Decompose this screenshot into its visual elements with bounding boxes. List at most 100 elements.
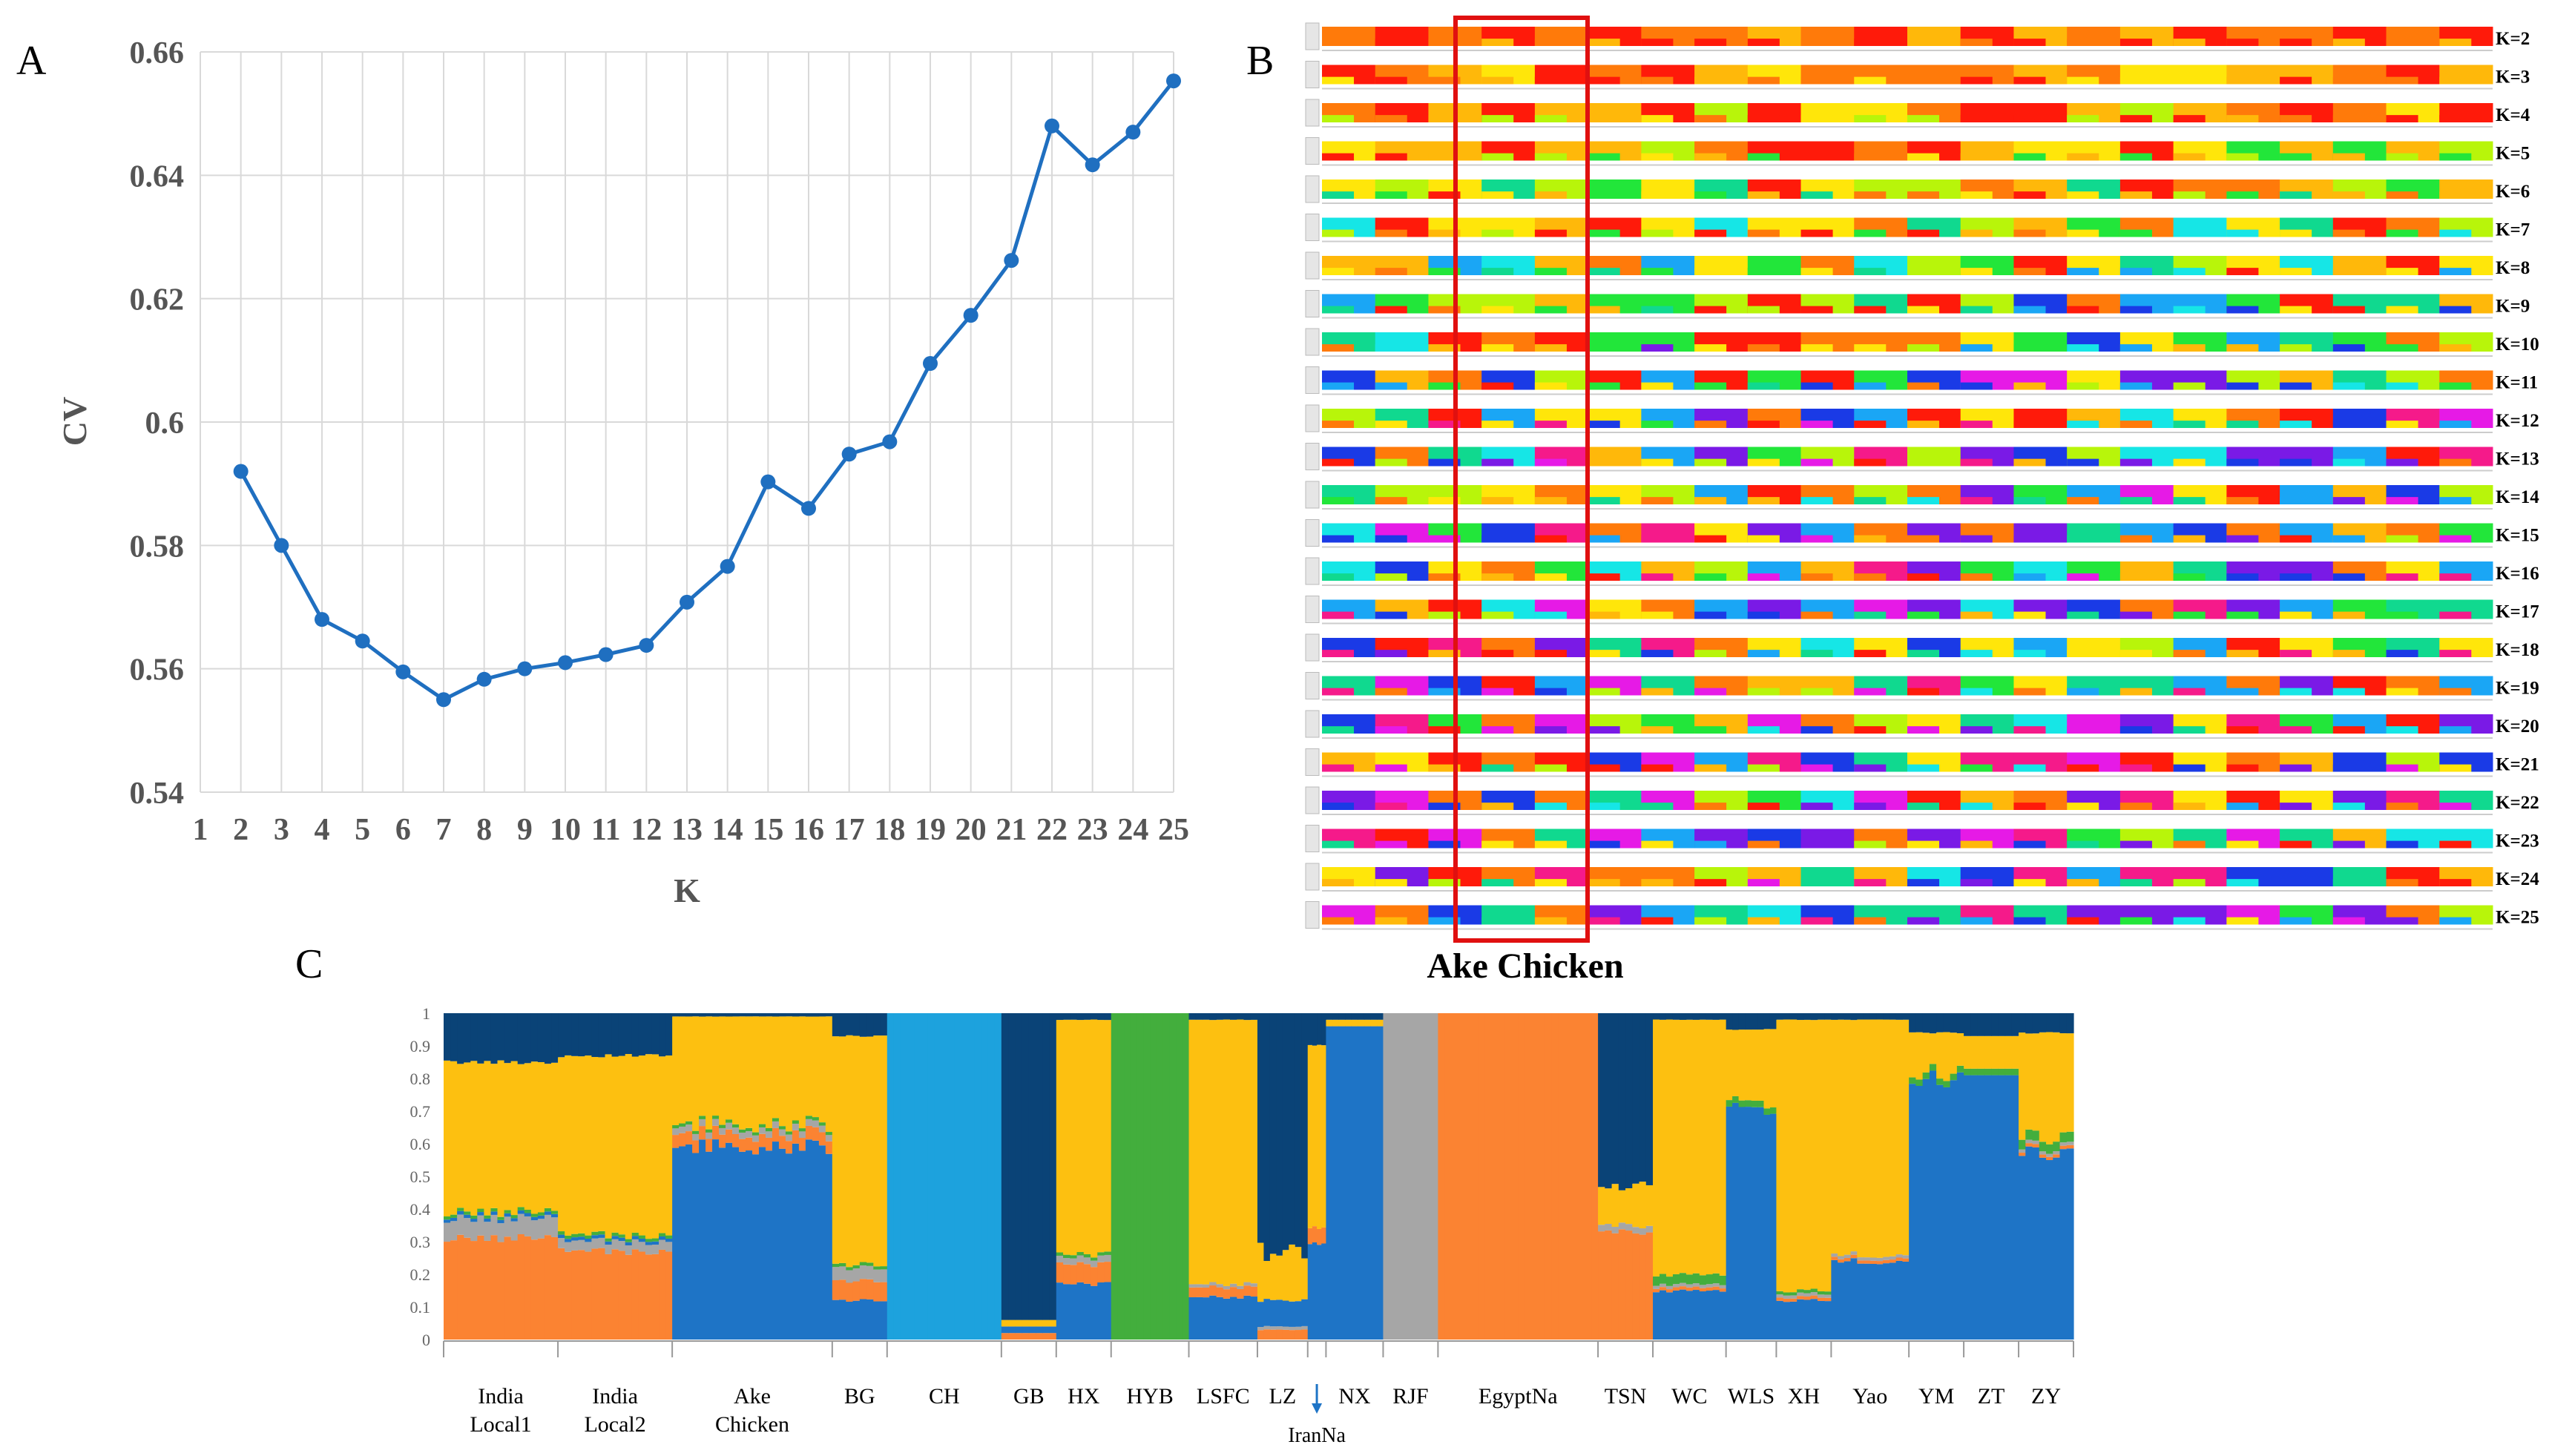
structure-subsegment: [1960, 382, 1993, 390]
structure-subsegment: [1907, 917, 1940, 925]
ancestry-segment-gray: [504, 1216, 512, 1237]
ancestry-segment-navy: [631, 1013, 639, 1057]
ancestry-segment-blue: [1188, 1297, 1197, 1340]
ancestry-segment-green: [2039, 1142, 2047, 1152]
structure-subsegment: [2439, 76, 2472, 85]
ancestry-segment-navy: [1645, 1013, 1654, 1185]
ancestry-segment-gray: [751, 1135, 760, 1142]
ancestry-segment-orange: [772, 1127, 780, 1142]
ancestry-segment-navy: [2046, 1013, 2053, 1032]
ancestry-segment-gray: [778, 1129, 786, 1136]
ancestry-segment-orange: [571, 1250, 579, 1340]
ancestry-segment-orange: [1857, 1260, 1864, 1264]
structure-subsegment: [1534, 803, 1567, 810]
ancestry-segment-gold: [1036, 1320, 1043, 1327]
ancestry-segment-navy: [1692, 1013, 1700, 1020]
structure-subsegment: [1375, 840, 1407, 849]
ancestry-segment-orange: [1605, 1230, 1613, 1340]
ancestry-segment-green: [1751, 1100, 1758, 1107]
structure-subsegment: [1322, 917, 1355, 925]
cv-point: [1166, 73, 1181, 89]
ancestry-segment-navy: [611, 1013, 619, 1057]
ancestry-segment-orange: [524, 1236, 532, 1340]
ancestry-segment-navy: [1276, 1013, 1283, 1256]
ancestry-segment-gold: [611, 1056, 619, 1233]
ancestry-segment-navy: [2039, 1013, 2047, 1032]
ancestry-segment-blue: [1364, 1026, 1371, 1340]
ancestry-segment-orange: [477, 1235, 484, 1340]
ancestry-segment-orange: [665, 1251, 673, 1340]
structure-row-k21: [1305, 748, 2493, 777]
ancestry-segment-light_blue: [981, 1013, 989, 1340]
structure-subsegment: [2439, 458, 2472, 467]
structure-subsegment: [1322, 76, 1355, 85]
structure-subsegment: [1641, 764, 1674, 772]
structure-subsegment: [1322, 191, 1355, 199]
ancestry-segment-gray: [839, 1266, 846, 1280]
ancestry-segment-orange: [1076, 1262, 1085, 1282]
ancestry-segment-gold: [1237, 1019, 1245, 1286]
ancestry-segment-light_blue: [907, 1013, 915, 1340]
structure-subsegment: [1854, 840, 1887, 849]
ancestry-segment-green: [825, 1132, 833, 1136]
ancestry-segment-green: [1070, 1255, 1078, 1259]
structure-row-label: K=24: [2496, 869, 2539, 889]
admixture-x-axis: [443, 1340, 2074, 1357]
ancestry-segment-gold: [1950, 1032, 1958, 1074]
ancestry-segment-gray: [1209, 1282, 1217, 1286]
ancestry-segment-navy: [1332, 1013, 1340, 1020]
ancestry-segment-gold: [1869, 1019, 1878, 1258]
ancestry-segment-orange: [1639, 1234, 1647, 1340]
ancestry-segment-blue: [1909, 1084, 1916, 1340]
structure-subsegment: [2280, 840, 2312, 849]
ancestry-segment-navy: [1909, 1013, 1916, 1032]
structure-subsegment: [2439, 497, 2472, 504]
structure-subsegment: [2226, 688, 2259, 696]
ancestry-segment-orange: [591, 1248, 599, 1340]
structure-subsegment: [2280, 382, 2312, 390]
ancestry-segment-gray: [1672, 1284, 1680, 1288]
ancestry-segment-blue: [524, 1213, 532, 1216]
ancestry-segment-gray: [598, 1237, 606, 1248]
ancestry-segment-gray: [1876, 1257, 1884, 1262]
structure-subsegment: [1534, 306, 1567, 314]
ancestry-segment-blue: [873, 1301, 881, 1340]
structure-subsegment: [2013, 268, 2046, 275]
ancestry-segment-orange: [1551, 1013, 1559, 1340]
ancestry-segment-blue: [2066, 1148, 2074, 1340]
cv-y-tick-label: 0.6: [145, 406, 185, 441]
ancestry-segment-gray: [672, 1128, 680, 1136]
ancestry-segment-green: [598, 1231, 606, 1235]
ancestry-segment-navy: [1776, 1013, 1784, 1020]
ancestry-segment-blue: [1699, 1291, 1707, 1340]
structure-row-k24: [1305, 863, 2493, 892]
ancestry-segment-gray: [1295, 1326, 1302, 1331]
cv-point: [598, 647, 614, 662]
ancestry-segment-orange: [1789, 1298, 1798, 1302]
ancestry-segment-blue: [2046, 1160, 2053, 1340]
structure-subsegment: [2332, 611, 2365, 619]
ancestry-segment-orange: [450, 1240, 458, 1340]
ancestry-segment-navy: [772, 1013, 780, 1017]
structure-subsegment: [1747, 840, 1780, 849]
ancestry-segment-orange: [530, 1239, 539, 1340]
structure-subsegment: [2332, 497, 2365, 504]
ancestry-segment-navy: [1803, 1013, 1812, 1020]
ancestry-segment-gray: [464, 1218, 471, 1238]
ancestry-segment-blue: [1936, 1084, 1944, 1340]
population-bar-wls: [1726, 1013, 1777, 1340]
structure-subsegment: [1428, 306, 1461, 314]
structure-subsegment: [2386, 688, 2418, 696]
population-bar-lsfc: [1188, 1013, 1258, 1340]
structure-subsegment: [2280, 76, 2312, 85]
structure-subsegment: [2280, 306, 2312, 314]
structure-row-label: K=17: [2496, 602, 2539, 622]
ancestry-segment-navy: [1195, 1013, 1203, 1020]
ancestry-segment-gray: [2019, 1149, 2026, 1153]
ancestry-segment-orange: [1250, 1286, 1258, 1297]
ancestry-segment-blue: [719, 1147, 726, 1340]
ancestry-segment-green: [873, 1266, 881, 1270]
ancestry-segment-navy: [859, 1013, 867, 1037]
ancestry-segment-navy: [1998, 1013, 2006, 1036]
structure-subsegment: [2173, 650, 2206, 657]
